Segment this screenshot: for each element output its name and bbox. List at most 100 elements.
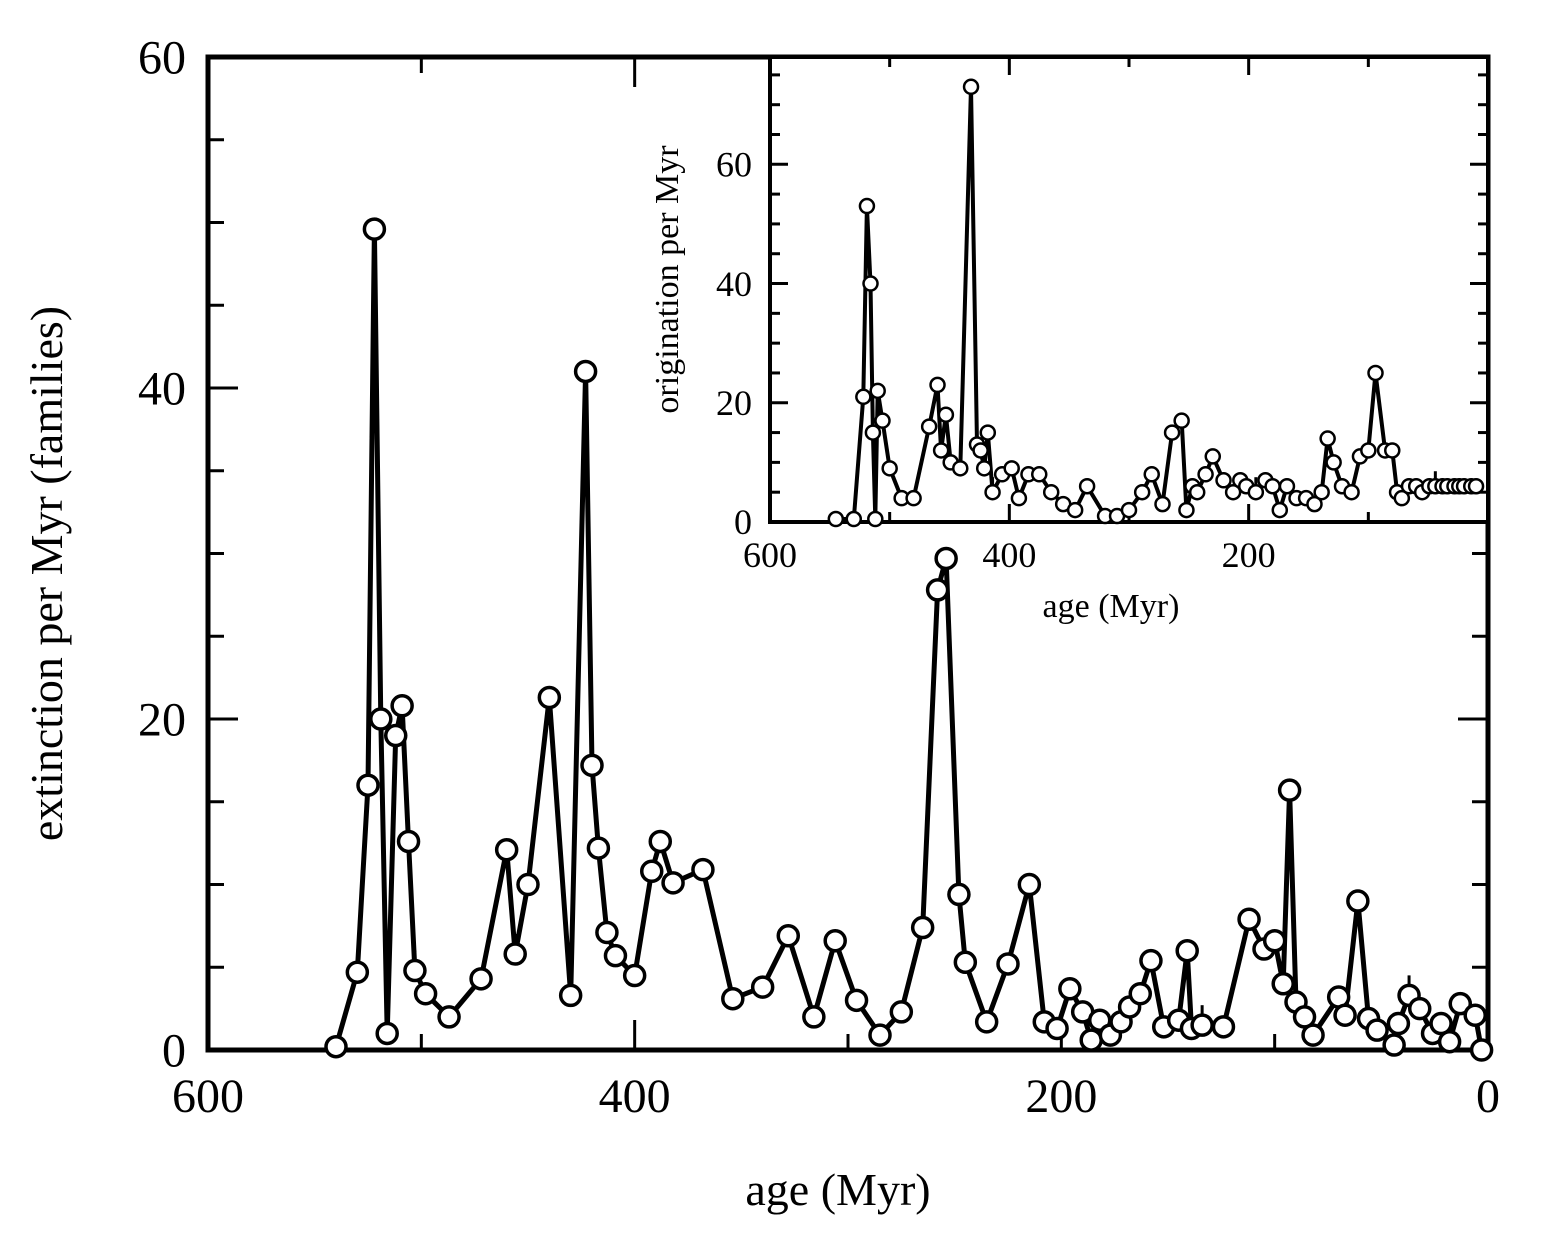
main-data-point: [503, 942, 527, 966]
main-x-tick-label: 0: [1476, 1070, 1500, 1123]
main-data-point: [934, 546, 958, 571]
main-data-point: [345, 960, 370, 984]
main-data-point: [823, 929, 847, 953]
inset-plot: 0 20 40 60 600 400 200 age (Myr) origination per…: [649, 55, 1490, 625]
inset-x-tick-label: 600: [743, 535, 797, 575]
inset-data-point: [1163, 424, 1181, 441]
inset-data-point: [1010, 489, 1028, 507]
main-data-point: [622, 963, 647, 988]
inset-data-point: [932, 442, 950, 459]
main-data-point: [750, 975, 775, 999]
inset-data-point: [1247, 483, 1265, 501]
main-data-point: [362, 217, 387, 241]
main-data-point: [469, 967, 493, 991]
inset-data-point: [929, 376, 946, 394]
inset-data-point: [867, 510, 884, 528]
main-data-point: [1346, 889, 1370, 913]
inset-data-point: [975, 460, 993, 477]
main-data-point: [1437, 1029, 1462, 1054]
main-data-point: [1448, 991, 1473, 1016]
main-data-point: [802, 1005, 826, 1029]
main-data-point: [396, 829, 421, 854]
main-data-point: [1079, 1028, 1103, 1052]
inset-data-point: [1319, 430, 1336, 447]
main-data-point: [558, 983, 583, 1008]
main-data-point: [844, 988, 869, 1013]
main-data-point: [974, 1010, 999, 1034]
inset-data-point: [1120, 501, 1138, 519]
main-data-point: [537, 685, 562, 710]
main-data-point: [1333, 1003, 1357, 1027]
main-data-point: [1271, 972, 1295, 996]
main-data-point: [925, 578, 950, 602]
inset-data-point: [1393, 489, 1411, 507]
main-data-point: [1262, 929, 1287, 953]
main-data-point: [1463, 1003, 1487, 1027]
inset-data-point: [1173, 412, 1190, 429]
main-data-point: [586, 836, 611, 860]
inset-data-point: [1154, 495, 1171, 513]
main-data-point: [1382, 1033, 1406, 1057]
main-data-point: [603, 943, 628, 968]
inset-y-tick-label: 0: [734, 502, 752, 542]
main-data-point: [947, 882, 971, 907]
main-data-point: [580, 753, 604, 778]
main-data-point: [1058, 977, 1082, 1001]
main-x-tick-label: 200: [1025, 1070, 1097, 1123]
inset-data-point: [1003, 460, 1020, 477]
main-data-point: [953, 950, 978, 975]
inset-data-point: [1224, 483, 1242, 501]
inset-data-point: [1188, 483, 1206, 501]
main-data-point: [413, 981, 438, 1006]
main-data-point: [1301, 1023, 1325, 1047]
inset-data-point: [855, 388, 872, 406]
main-data-point: [324, 1034, 348, 1059]
main-data-point: [1045, 1016, 1069, 1041]
main-data-point: [437, 1005, 461, 1029]
inset-y-tick-label: 40: [716, 264, 752, 304]
inset-data-point: [874, 412, 891, 429]
inset-data-point: [1197, 466, 1214, 483]
inset-data-point: [962, 78, 980, 96]
inset-data-point: [979, 424, 997, 441]
main-data-point: [1237, 907, 1261, 932]
main-data-point: [691, 857, 715, 882]
main-x-tick-label: 600: [172, 1070, 244, 1123]
inset-data-point: [1306, 495, 1323, 513]
main-data-point: [1386, 1011, 1411, 1036]
main-x-axis-label: age (Myr): [745, 1164, 930, 1215]
main-data-point: [1017, 872, 1042, 897]
main-y-axis-label: extinction per Myr (families): [21, 306, 72, 841]
main-data-point: [910, 915, 935, 940]
inset-x-axis-label: age (Myr): [1043, 588, 1180, 625]
main-y-tick-label: 20: [138, 693, 186, 746]
inset-data-point: [869, 382, 886, 400]
inset-data-point: [920, 418, 938, 435]
main-data-point: [494, 837, 519, 862]
main-data-point: [595, 920, 619, 945]
inset-data-point: [1278, 477, 1296, 495]
main-data-point: [721, 986, 745, 1011]
inset-data-point: [952, 460, 969, 477]
inset-data-point: [1467, 477, 1485, 495]
main-data-point: [639, 859, 664, 884]
inset-data-point: [1367, 364, 1384, 382]
main-data-point: [1292, 1005, 1317, 1029]
main-data-point: [369, 707, 393, 731]
inset-data-point: [1042, 483, 1060, 501]
inset-data-point: [1325, 454, 1342, 471]
main-data-point: [868, 1023, 892, 1047]
inset-data-point: [858, 197, 876, 215]
main-data-point: [1139, 948, 1163, 973]
main-data-point: [1277, 778, 1302, 802]
inset-data-point: [1031, 466, 1048, 483]
main-data-point: [1407, 996, 1432, 1021]
inset-data-point: [1313, 483, 1330, 501]
inset-data-point: [881, 460, 898, 477]
inset-data-point: [1204, 448, 1222, 465]
main-data-point: [1190, 1013, 1214, 1037]
inset-data-point: [845, 510, 863, 528]
main-data-point: [1211, 1015, 1236, 1039]
